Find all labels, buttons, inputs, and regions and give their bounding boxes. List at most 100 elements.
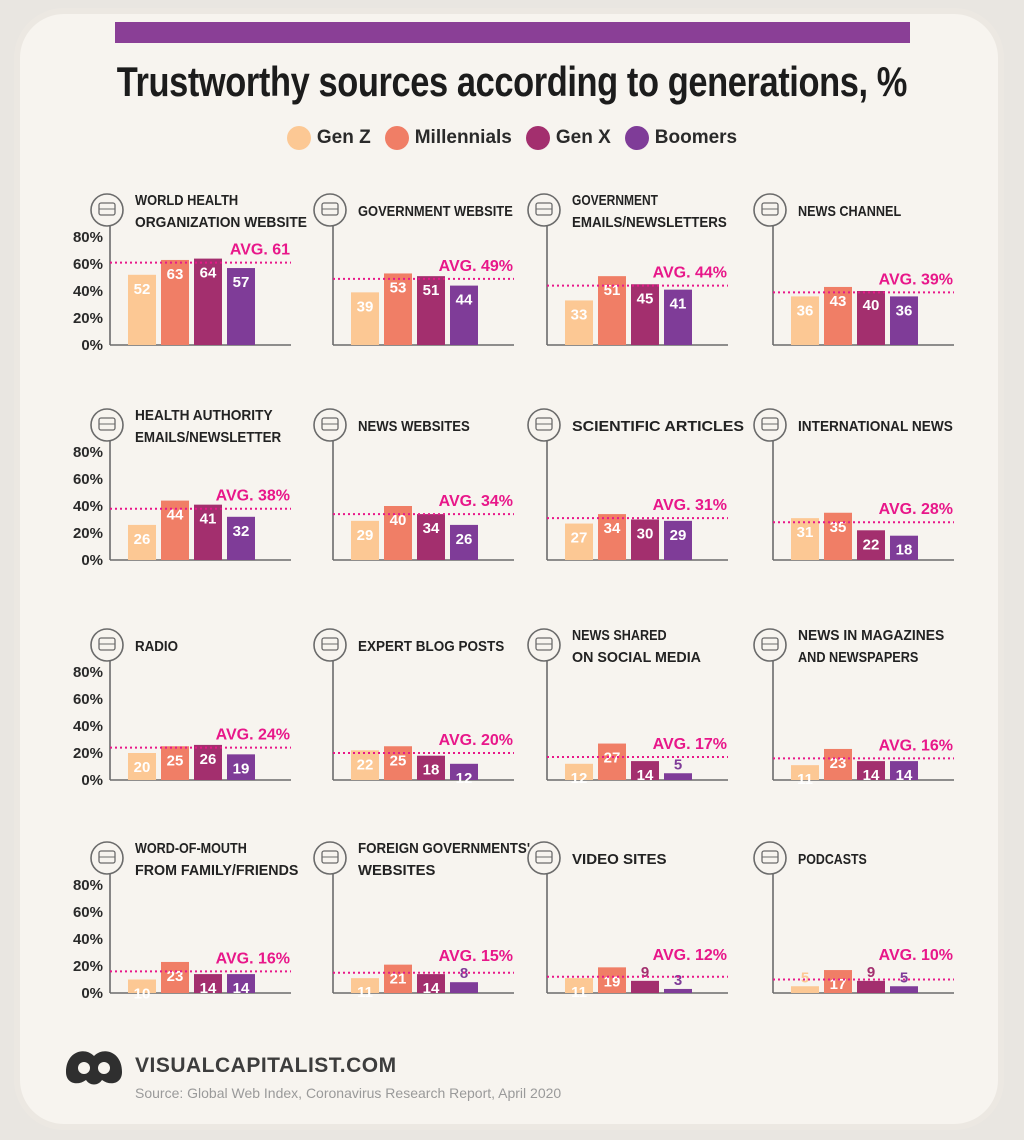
bar-millennials (824, 286, 852, 345)
y-tick-label: 80% (73, 664, 103, 681)
bar-value-label: 3 (674, 972, 682, 989)
bar-value-label: 19 (233, 760, 250, 777)
bar-value-label: 26 (134, 531, 151, 548)
legend-swatch (286, 126, 311, 150)
bar-value-label: 12 (571, 770, 588, 787)
bar-boomers (450, 285, 478, 345)
bar-boomers (890, 296, 918, 345)
bar-gen-x (631, 980, 659, 993)
bar-gen-x (417, 755, 445, 780)
bar-gen-z (565, 523, 593, 560)
panel-title: FROM FAMILY/FRIENDS (135, 862, 298, 879)
bar-gen-z (351, 978, 379, 993)
world-news-icon (753, 408, 787, 442)
y-tick-label: 40% (73, 718, 103, 735)
average-label: AVG. 12% (653, 947, 727, 964)
bar-gen-x (631, 519, 659, 560)
bar-millennials (161, 500, 189, 560)
panel-6: SCIENTIFIC ARTICLES 27 34 30 29 AVG. 31% (527, 408, 744, 561)
panel-title: GOVERNMENT WEBSITE (358, 203, 513, 220)
visual-capitalist-logo-icon (66, 1051, 122, 1085)
footer-source: Source: Global Web Index, Coronavirus Re… (135, 1085, 562, 1101)
average-label: AVG. 39% (879, 271, 953, 288)
bar-value-label: 57 (233, 274, 250, 291)
y-tick-label: 80% (73, 444, 103, 461)
panel-title: NEWS IN MAGAZINES (798, 627, 944, 644)
bar-gen-x (417, 974, 445, 993)
panel-title: AND NEWSPAPERS (798, 649, 918, 666)
panel-title: HEALTH AUTHORITY (135, 407, 273, 424)
legend-item-millennials: Millennials (384, 126, 512, 150)
bar-value-label: 12 (456, 770, 473, 787)
panel-title: EXPERT BLOG POSTS (358, 638, 504, 655)
globe-icon (90, 193, 124, 227)
bar-value-label: 9 (641, 964, 649, 981)
panel-title: NEWS WEBSITES (358, 418, 470, 435)
bar-gen-z (565, 300, 593, 345)
globe-laurel-icon (313, 841, 347, 875)
legend-swatch (624, 126, 649, 150)
average-label: AVG. 15% (439, 948, 513, 965)
bar-value-label: 40 (390, 512, 407, 529)
bar-gen-x (631, 284, 659, 345)
bar-millennials (161, 259, 189, 345)
panel-4: HEALTH AUTHORITY EMAILS/NEWSLETTER 26 44 41 3… (90, 407, 291, 561)
bar-value-label: 21 (390, 971, 407, 988)
legend-label: Gen Z (316, 127, 371, 148)
legend-swatch (384, 126, 409, 150)
panel-5: NEWS WEBSITES 29 40 34 26 AVG. 34% (313, 408, 514, 561)
panel-title: WORLD HEALTH (135, 192, 238, 209)
radio-tower-icon (90, 628, 124, 662)
legend-swatch (525, 126, 550, 150)
bar-gen-z (128, 979, 156, 993)
bar-gen-z (351, 292, 379, 345)
bar-value-label: 41 (670, 296, 687, 313)
bar-value-label: 33 (571, 306, 588, 323)
bar-gen-x (194, 744, 222, 780)
y-tick-label: 60% (73, 471, 103, 488)
panel-13: FOREIGN GOVERNMENTS' WEBSITES1121148AVG.… (313, 840, 530, 1001)
bar-millennials (598, 967, 626, 993)
average-label: AVG. 20% (439, 732, 513, 749)
average-label: AVG. 24% (216, 727, 290, 744)
chart-title-wrap: Trustworthy sources according to generat… (0, 58, 1024, 106)
bar-gen-x (194, 258, 222, 345)
y-tick-label: 20% (73, 310, 103, 327)
panel-0: WORLD HEALTH ORGANIZATION WEBSITE 52 63 64 57… (90, 192, 307, 346)
bar-value-label: 40 (863, 297, 880, 314)
y-tick-label: 60% (73, 904, 103, 921)
bar-value-label: 14 (233, 980, 250, 997)
bar-value-label: 31 (797, 524, 814, 541)
envelope-icon (90, 408, 124, 442)
bar-gen-z (565, 763, 593, 780)
bar-value-label: 29 (670, 527, 687, 544)
bar-millennials (384, 746, 412, 780)
bar-value-label: 63 (167, 266, 184, 283)
panel-title: EMAILS/NEWSLETTER (135, 429, 281, 446)
bar-boomers (450, 982, 478, 993)
bar-value-label: 34 (423, 520, 440, 537)
laptop-blog-icon (313, 628, 347, 662)
bar-value-label: 51 (423, 282, 440, 299)
legend-label: Millennials (414, 127, 512, 148)
bar-millennials (384, 964, 412, 993)
bar-value-label: 20 (134, 759, 151, 776)
panel-title: SCIENTIFIC ARTICLES (572, 418, 744, 435)
email-icon (527, 193, 561, 227)
bar-millennials (824, 512, 852, 560)
average-label: AVG. 16% (216, 950, 290, 967)
footer-brand: VISUALCAPITALIST.COM (135, 1054, 397, 1077)
bar-boomers (890, 986, 918, 993)
bar-boomers (664, 988, 692, 993)
bar-millennials (598, 743, 626, 780)
legend-item-gen-x: Gen X (525, 126, 611, 150)
bar-value-label: 22 (357, 756, 374, 773)
average-label: AVG. 44% (653, 265, 727, 282)
bar-gen-x (194, 504, 222, 560)
bar-gen-z (351, 520, 379, 560)
bar-value-label: 14 (423, 980, 440, 997)
